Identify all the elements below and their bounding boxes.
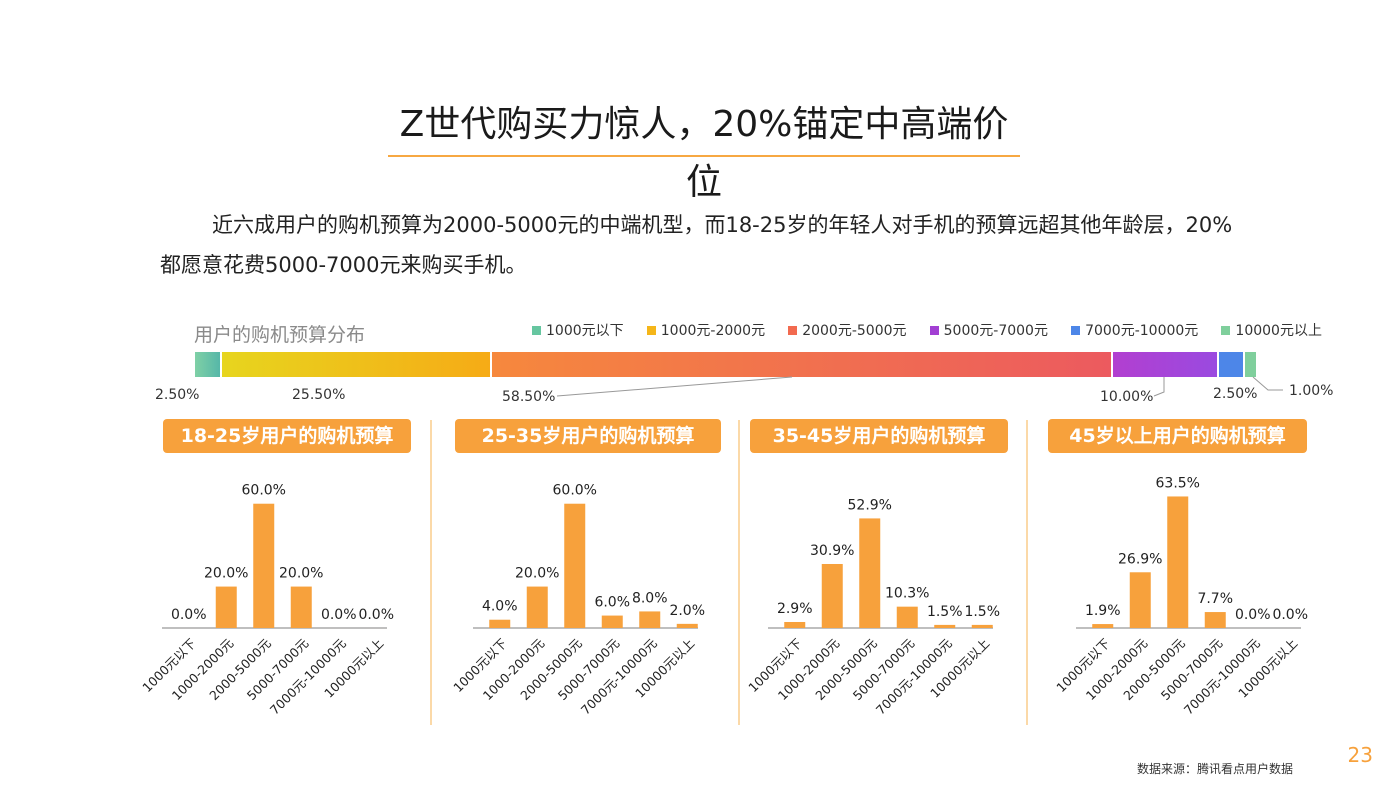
bar-value-label: 0.0% <box>358 607 394 623</box>
bar-value-label: 2.0% <box>669 603 705 619</box>
distribution-bar <box>195 352 1256 377</box>
legend-item: 7000元-10000元 <box>1071 320 1198 340</box>
panel-divider-2 <box>738 420 740 725</box>
legend-swatch <box>1071 325 1081 335</box>
bar-value-label: 60.0% <box>553 483 597 499</box>
bar <box>1204 612 1226 628</box>
bar <box>215 586 237 628</box>
bar <box>253 503 275 628</box>
distribution-value-label: 10.00% <box>1100 389 1154 405</box>
panel-title-35-45: 35-45岁用户的购机预算 <box>750 419 1008 453</box>
bar <box>934 624 956 628</box>
legend-swatch <box>929 325 939 335</box>
distribution-value-label: 1.00% <box>1289 383 1334 399</box>
bar <box>896 606 918 628</box>
bar-chart-25-35: 4.0%1000元以下20.0%1000-2000元60.0%2000-5000… <box>450 483 705 718</box>
bar-value-label: 7.7% <box>1197 591 1233 607</box>
legend-label: 10000元以上 <box>1235 323 1322 339</box>
source-note: 数据来源：腾讯看点用户数据 <box>1137 762 1294 776</box>
distribution-title: 用户的购机预算分布 <box>194 324 366 346</box>
page-title: Z世代购买力惊人，20%锚定中高端价位 <box>399 104 1009 203</box>
bar-value-label: 0.0% <box>1235 607 1271 623</box>
bar <box>526 586 548 628</box>
bar-value-label: 10.3% <box>885 586 929 602</box>
bar-chart-45-plus: 1.9%1000元以下26.9%1000-2000元63.5%2000-5000… <box>1053 475 1308 717</box>
panel-divider-1 <box>430 420 432 725</box>
legend-label: 2000元-5000元 <box>802 323 907 339</box>
bar-value-label: 52.9% <box>848 497 892 513</box>
panel-title-25-35: 25-35岁用户的购机预算 <box>455 419 721 453</box>
distribution-segment <box>195 352 222 377</box>
legend-item: 2000元-5000元 <box>788 320 907 340</box>
bar-value-label: 1.5% <box>964 604 1000 620</box>
bar <box>859 518 881 628</box>
distribution-value-label: 58.50% <box>502 389 556 405</box>
panel-divider-3 <box>1026 420 1028 725</box>
bar-value-label: 0.0% <box>1272 607 1308 623</box>
bar-value-label: 20.0% <box>515 566 559 582</box>
legend-label: 5000元-7000元 <box>943 323 1048 339</box>
distribution-value-label: 2.50% <box>155 387 200 403</box>
bar-value-label: 6.0% <box>594 595 630 611</box>
distribution-value-label: 2.50% <box>1213 386 1258 402</box>
bar <box>784 621 806 628</box>
bar <box>601 615 623 628</box>
legend-swatch <box>646 325 656 335</box>
panel-title-45-plus: 45岁以上用户的购机预算 <box>1048 419 1307 453</box>
bar-chart-35-45: 2.9%1000元以下30.9%1000-2000元52.9%2000-5000… <box>745 497 1000 717</box>
legend-item: 1000元以下 <box>532 320 624 340</box>
bar <box>1129 572 1151 628</box>
panel-title-18-25: 18-25岁用户的购机预算 <box>163 419 411 453</box>
legend-label: 1000元-2000元 <box>660 323 766 339</box>
bar-value-label: 60.0% <box>242 483 286 499</box>
distribution-value-label: 25.50% <box>292 387 346 403</box>
bar-value-label: 30.9% <box>810 543 854 559</box>
legend-swatch <box>788 325 798 335</box>
bar <box>1167 496 1189 628</box>
bar <box>564 503 586 628</box>
bar <box>489 619 511 628</box>
title-underline <box>388 155 1020 157</box>
page-number: 23 <box>1347 743 1373 767</box>
legend-swatch <box>1221 325 1231 335</box>
intro-paragraph: 近六成用户的购机预算为2000-5000元的中端机型，而18-25岁的年轻人对手… <box>160 213 1233 277</box>
bar-chart-18-25: 0.0%1000元以下20.0%1000-2000元60.0%2000-5000… <box>139 483 394 718</box>
legend-label: 7000元-10000元 <box>1085 323 1199 339</box>
bar <box>639 611 661 628</box>
bar <box>1092 624 1114 628</box>
bar-value-label: 26.9% <box>1118 551 1162 567</box>
legend-item: 10000元以上 <box>1221 320 1322 340</box>
legend-item: 1000元-2000元 <box>646 320 766 340</box>
legend-item: 5000元-7000元 <box>929 320 1048 340</box>
distribution-legend: 1000元以下 1000元-2000元 2000元-5000元 5000元-7000元… <box>532 320 1322 340</box>
distribution-segment <box>492 352 1113 377</box>
bar-value-label: 20.0% <box>279 566 323 582</box>
distribution-labels: 2.50% 25.50% 58.50% 10.00% 2.50% 1.00% <box>0 360 1400 410</box>
legend-swatch <box>532 325 541 335</box>
distribution-segment <box>1112 352 1219 377</box>
bar-value-label: 20.0% <box>204 566 248 582</box>
distribution-segment <box>221 352 493 377</box>
distribution-segment <box>1218 352 1246 377</box>
legend-label: 1000元以下 <box>546 323 624 339</box>
bar-value-label: 0.0% <box>321 607 357 623</box>
bar-value-label: 4.0% <box>482 599 518 615</box>
bar-value-label: 63.5% <box>1156 475 1200 491</box>
bar <box>676 623 698 628</box>
bar-value-label: 1.9% <box>1085 603 1121 619</box>
bar <box>971 624 993 628</box>
bar-value-label: 0.0% <box>171 607 207 623</box>
bar-value-label: 8.0% <box>632 590 668 606</box>
bar-value-label: 2.9% <box>777 601 813 617</box>
bar <box>821 563 843 628</box>
bar <box>290 586 312 628</box>
distribution-segment <box>1245 352 1256 377</box>
bar-value-label: 1.5% <box>927 604 963 620</box>
